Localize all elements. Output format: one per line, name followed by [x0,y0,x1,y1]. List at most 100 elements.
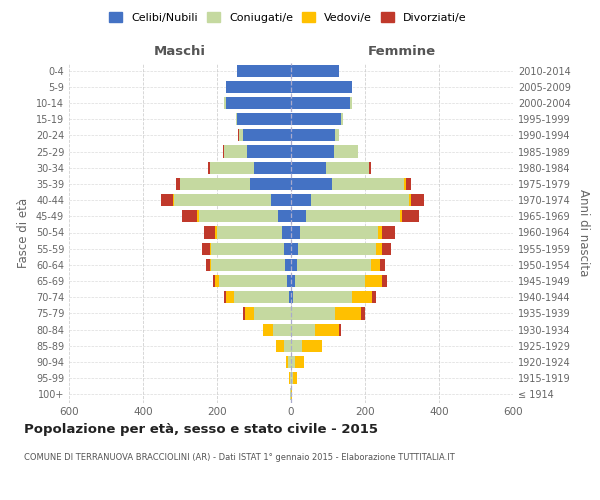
Bar [291,356,295,368]
Bar [290,372,291,384]
Bar [238,130,239,141]
Bar [202,242,209,255]
Bar [302,340,322,352]
Bar [341,113,343,125]
Bar [243,130,291,141]
Bar [226,80,291,93]
Bar [284,340,291,352]
Bar [254,162,291,174]
Bar [224,291,226,304]
Text: Maschi: Maschi [154,44,206,58]
Bar [365,275,382,287]
Bar [300,226,378,238]
Bar [382,226,395,238]
Bar [291,340,302,352]
Bar [211,259,286,271]
Bar [209,162,254,174]
Bar [380,259,385,271]
Bar [209,242,211,255]
Bar [291,178,332,190]
Bar [224,146,247,158]
Bar [326,162,368,174]
Bar [291,64,339,76]
Bar [226,97,291,109]
Bar [271,194,291,206]
Bar [404,178,406,190]
Bar [352,291,373,304]
Bar [291,275,295,287]
Bar [245,308,254,320]
Bar [382,275,387,287]
Bar [214,275,215,287]
Bar [411,194,424,206]
Bar [339,324,341,336]
Bar [161,194,173,206]
Bar [335,130,339,141]
Bar [215,275,219,287]
Bar [224,97,226,109]
Bar [371,259,380,271]
Bar [173,194,175,206]
Bar [291,80,352,93]
Bar [286,259,291,271]
Bar [287,275,291,287]
Bar [293,372,296,384]
Bar [291,308,335,320]
Bar [378,226,382,238]
Bar [223,146,224,158]
Bar [238,113,291,125]
Bar [239,130,243,141]
Bar [206,259,209,271]
Bar [219,275,287,287]
Bar [373,291,376,304]
Bar [295,356,304,368]
Bar [278,210,291,222]
Bar [306,210,400,222]
Text: Femmine: Femmine [368,44,436,58]
Bar [276,340,284,352]
Bar [208,162,209,174]
Bar [209,259,211,271]
Bar [291,146,334,158]
Bar [291,130,335,141]
Bar [361,308,365,320]
Bar [332,178,404,190]
Bar [376,242,382,255]
Bar [400,210,402,222]
Bar [409,194,411,206]
Bar [243,308,245,320]
Bar [291,324,315,336]
Bar [204,226,215,238]
Bar [199,210,278,222]
Bar [286,356,288,368]
Legend: Celibi/Nubili, Coniugati/e, Vedovi/e, Divorziati/e: Celibi/Nubili, Coniugati/e, Vedovi/e, Di… [105,8,471,28]
Bar [291,97,350,109]
Bar [288,356,291,368]
Bar [215,226,217,238]
Bar [182,210,197,222]
Bar [291,291,293,304]
Bar [180,178,250,190]
Bar [296,259,371,271]
Bar [350,97,352,109]
Bar [402,210,419,222]
Bar [291,210,306,222]
Bar [291,113,341,125]
Bar [369,162,370,174]
Bar [235,113,238,125]
Bar [289,372,290,384]
Bar [291,242,298,255]
Bar [238,64,291,76]
Bar [291,194,311,206]
Bar [233,291,289,304]
Bar [176,178,180,190]
Bar [250,178,291,190]
Bar [291,372,293,384]
Bar [315,324,339,336]
Bar [291,162,326,174]
Text: Popolazione per età, sesso e stato civile - 2015: Popolazione per età, sesso e stato civil… [24,422,378,436]
Bar [247,146,291,158]
Bar [295,275,365,287]
Bar [284,242,291,255]
Bar [263,324,272,336]
